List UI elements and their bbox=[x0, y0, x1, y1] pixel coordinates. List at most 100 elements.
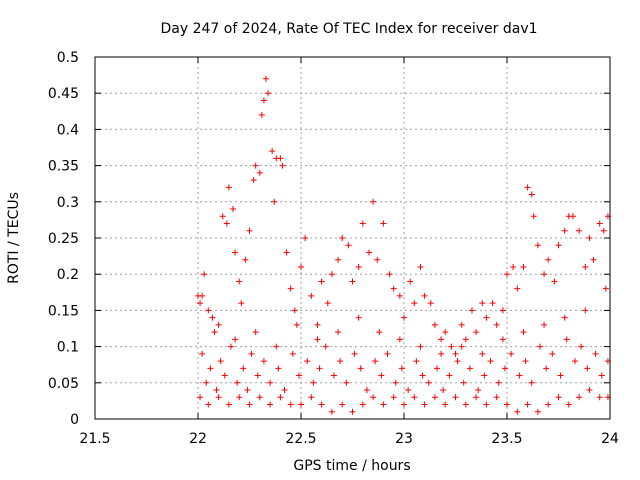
data-point bbox=[425, 379, 432, 386]
data-point bbox=[524, 401, 531, 408]
data-point bbox=[458, 343, 465, 350]
data-point bbox=[541, 321, 548, 328]
data-point bbox=[339, 235, 346, 241]
x-tick-label: 24 bbox=[601, 431, 619, 447]
data-point bbox=[473, 394, 480, 401]
data-point bbox=[543, 365, 550, 372]
data-point bbox=[246, 401, 253, 408]
data-point bbox=[438, 336, 445, 343]
data-point bbox=[598, 372, 605, 379]
y-tick-label: 0.4 bbox=[57, 122, 79, 138]
data-point bbox=[335, 256, 342, 263]
data-point bbox=[508, 350, 515, 357]
data-point bbox=[269, 148, 276, 155]
data-point bbox=[355, 263, 362, 270]
data-point bbox=[256, 394, 263, 401]
y-tick-label: 0.1 bbox=[57, 340, 79, 356]
data-point bbox=[349, 278, 356, 285]
y-axis-title: ROTI / TECUs bbox=[6, 192, 22, 284]
data-point bbox=[355, 314, 362, 321]
data-point bbox=[536, 343, 543, 350]
data-point bbox=[199, 350, 206, 357]
data-point bbox=[359, 401, 366, 408]
data-point bbox=[452, 394, 459, 401]
y-tick-label: 0.35 bbox=[48, 159, 79, 175]
data-point bbox=[318, 278, 325, 285]
data-point bbox=[433, 365, 440, 372]
data-point bbox=[370, 198, 377, 205]
data-point bbox=[273, 343, 280, 350]
data-point bbox=[586, 387, 593, 394]
data-point bbox=[238, 300, 245, 307]
data-point bbox=[304, 358, 311, 365]
data-point bbox=[514, 408, 521, 415]
data-point bbox=[281, 387, 288, 394]
x-tick-label: 21.5 bbox=[79, 431, 110, 447]
data-point bbox=[528, 379, 535, 386]
data-point bbox=[213, 387, 220, 394]
data-point bbox=[252, 329, 259, 336]
data-point bbox=[392, 379, 399, 386]
data-point bbox=[483, 314, 490, 321]
y-tick-label: 0.3 bbox=[57, 195, 79, 211]
data-point bbox=[600, 227, 607, 234]
data-point bbox=[324, 300, 331, 307]
data-point bbox=[244, 387, 251, 394]
y-tick-labels: 0 0.05 0.1 0.15 0.2 0.25 0.3 0.35 0.4 0.45 0.5 bbox=[48, 50, 79, 428]
data-point bbox=[473, 329, 480, 336]
x-tick-label: 22 bbox=[189, 431, 207, 447]
data-point bbox=[501, 365, 508, 372]
data-point bbox=[287, 285, 294, 292]
data-point bbox=[576, 227, 583, 234]
data-point bbox=[514, 285, 521, 292]
data-point bbox=[265, 90, 272, 97]
data-point bbox=[569, 213, 576, 220]
data-point bbox=[596, 220, 603, 227]
data-point bbox=[308, 394, 315, 401]
data-point bbox=[302, 235, 309, 241]
data-point bbox=[499, 336, 506, 343]
data-point bbox=[534, 242, 541, 249]
data-point bbox=[242, 256, 249, 263]
data-point bbox=[236, 394, 243, 401]
data-point bbox=[522, 358, 529, 365]
x-tick-label: 22.5 bbox=[285, 431, 316, 447]
tick-layer bbox=[94, 56, 611, 420]
x-tick-label: 23.5 bbox=[491, 431, 522, 447]
data-point bbox=[359, 220, 366, 227]
data-point bbox=[260, 358, 267, 365]
data-point bbox=[370, 394, 377, 401]
data-point bbox=[405, 387, 412, 394]
data-point bbox=[493, 394, 500, 401]
data-point bbox=[209, 314, 216, 321]
data-point bbox=[322, 343, 329, 350]
data-point bbox=[520, 263, 527, 270]
data-point bbox=[343, 379, 350, 386]
y-tick-label: 0.45 bbox=[48, 86, 79, 102]
data-point bbox=[205, 401, 212, 408]
data-point bbox=[267, 379, 274, 386]
data-point bbox=[479, 300, 486, 307]
data-point bbox=[493, 321, 500, 328]
data-point bbox=[227, 343, 234, 350]
data-point bbox=[277, 155, 284, 162]
data-point bbox=[232, 336, 239, 343]
data-point bbox=[468, 307, 475, 314]
grid-layer bbox=[95, 57, 610, 419]
data-point bbox=[283, 249, 290, 256]
data-point bbox=[427, 300, 434, 307]
data-point bbox=[267, 401, 274, 408]
data-point bbox=[372, 358, 379, 365]
data-point bbox=[205, 307, 212, 314]
data-point bbox=[524, 184, 531, 191]
data-point bbox=[248, 350, 255, 357]
data-point bbox=[363, 387, 370, 394]
data-point bbox=[454, 358, 461, 365]
data-point bbox=[256, 169, 263, 176]
data-point bbox=[223, 220, 230, 227]
data-point bbox=[528, 191, 535, 198]
data-point bbox=[225, 184, 232, 191]
data-point bbox=[277, 394, 284, 401]
data-point bbox=[555, 394, 562, 401]
